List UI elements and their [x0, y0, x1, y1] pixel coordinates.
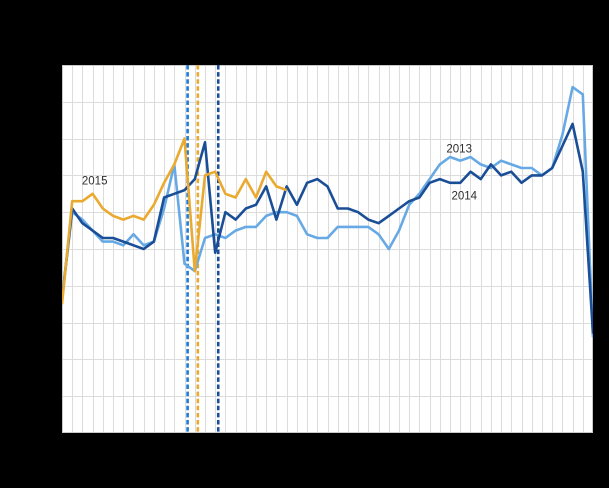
- event-marker-lines: [186, 65, 220, 433]
- series-label-2013: 2013: [446, 144, 472, 156]
- series-lines: [62, 85, 593, 338]
- series-label-2015: 2015: [82, 176, 108, 188]
- line-chart: 2015 2013 2014: [62, 65, 593, 433]
- plot-area: 2015 2013 2014: [62, 65, 593, 433]
- plot-border: [62, 65, 593, 433]
- gridlines: [62, 65, 593, 433]
- series-line-2014: [62, 122, 593, 334]
- series-label-2014: 2014: [452, 191, 478, 203]
- series-line-2015: [62, 137, 288, 305]
